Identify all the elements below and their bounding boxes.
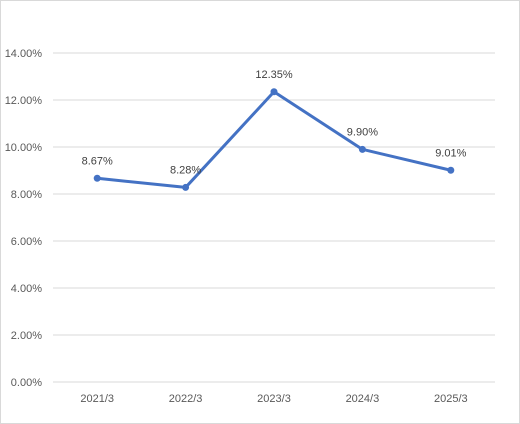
data-label: 8.28% [170,164,201,176]
data-point [270,88,278,96]
data-point [93,174,101,182]
data-labels: 8.67% 8.28% 12.35% 9.90% 9.01% [82,69,467,177]
gridlines [53,52,495,383]
series-line [95,90,453,189]
data-point [447,166,455,174]
series-layer [93,88,455,191]
data-label: 9.01% [435,147,466,159]
y-tick-label: 0.00% [11,377,42,389]
x-tick-label: 2023/3 [257,393,291,405]
data-label: 12.35% [255,69,293,81]
data-point [182,183,190,191]
data-point [358,145,366,153]
y-tick-label: 8.00% [11,189,42,201]
y-tick-label: 14.00% [5,48,43,60]
x-tick-label: 2022/3 [169,393,203,405]
data-label: 9.90% [347,126,378,138]
y-tick-label: 12.00% [5,95,43,107]
x-axis-ticks: 2021/3 2022/3 2023/3 2024/3 2025/3 [80,393,467,405]
x-tick-label: 2024/3 [346,393,380,405]
y-tick-label: 6.00% [11,236,42,248]
y-tick-label: 2.00% [11,330,42,342]
x-tick-label: 2025/3 [434,393,468,405]
y-tick-label: 4.00% [11,283,42,295]
data-label: 8.67% [82,155,113,167]
y-tick-label: 10.00% [5,142,43,154]
x-tick-label: 2021/3 [80,393,114,405]
y-axis-ticks: 0.00% 2.00% 4.00% 6.00% 8.00% 10.00% 12.00% 14.… [5,48,43,389]
